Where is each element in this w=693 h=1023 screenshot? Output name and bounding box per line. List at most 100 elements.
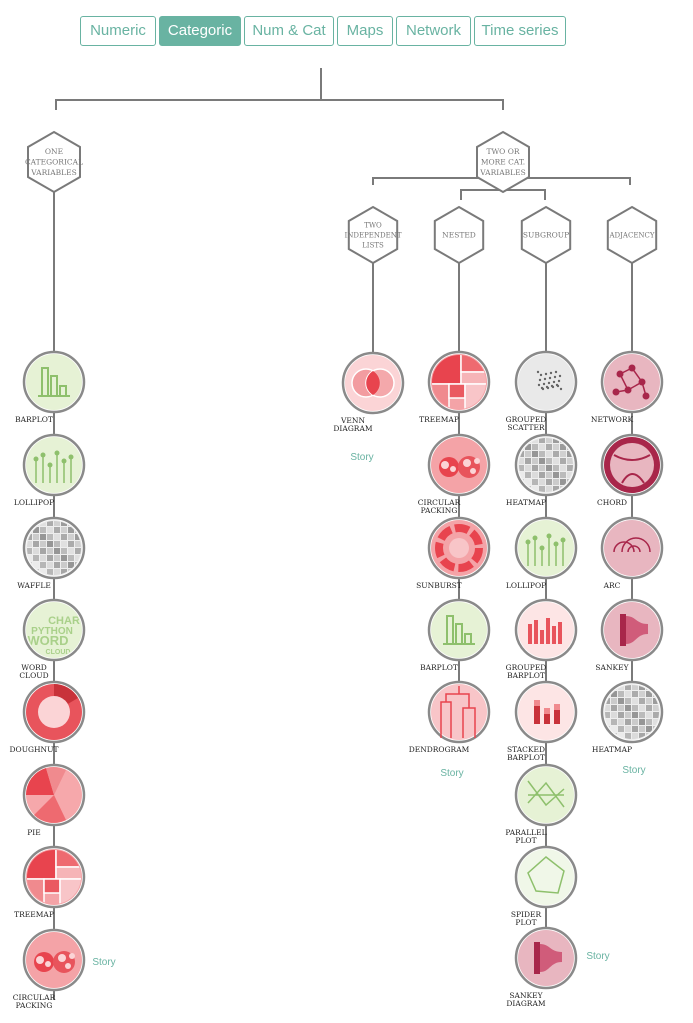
chart-label: BARPLOT <box>507 753 545 762</box>
chart-label: DIAGRAM <box>506 999 545 1008</box>
hexagon-label: NESTED <box>442 231 476 240</box>
chart-thumbnail-icon <box>345 355 401 411</box>
chart-thumbnail-icon <box>604 437 660 493</box>
chart-thumbnail-icon <box>25 767 82 823</box>
chart-type-tabs: Numeric Categoric Num & Cat Maps Network… <box>0 16 693 48</box>
chart-label: SUNBURST <box>416 581 462 590</box>
chart-label: CIRCULAR <box>13 993 56 1002</box>
chart-node-network[interactable]: NETWORK <box>591 350 664 424</box>
node-nested: NESTED <box>433 205 485 265</box>
tab-maps[interactable]: Maps <box>337 16 393 46</box>
chart-thumbnail-icon <box>431 684 487 740</box>
hexagon-label: CATEGORICAL <box>25 158 83 167</box>
svg-text:PYTHON: PYTHON <box>31 626 73 637</box>
chart-thumbnail-icon <box>604 520 660 576</box>
story-link[interactable]: Story <box>440 768 463 779</box>
chart-label: CLOUD <box>19 671 48 680</box>
chart-label: NETWORK <box>591 415 634 424</box>
chart-label: SPIDER <box>511 910 542 919</box>
chart-thumbnail-icon <box>518 602 574 658</box>
chart-label: CIRCULAR <box>418 498 461 507</box>
svg-text:WORD: WORD <box>27 633 68 648</box>
chart-node-pie[interactable]: PIE <box>22 763 86 837</box>
chart-node-barplot[interactable]: BARPLOT <box>15 350 86 424</box>
hexagon-label: INDEPENDENT <box>344 231 401 239</box>
chart-label: WAFFLE <box>17 581 51 590</box>
chart-node-lollipop[interactable]: LOLLIPOP <box>506 516 578 590</box>
chart-node-sankey[interactable]: SANKEY <box>595 598 664 672</box>
chart-thumbnail-icon <box>431 602 487 658</box>
chart-thumbnail-icon <box>431 354 487 410</box>
hexagon-label: VARIABLES <box>30 168 76 177</box>
chart-node-lollipop[interactable]: LOLLIPOP <box>14 433 86 507</box>
chart-label: HEATMAP <box>506 498 546 507</box>
chart-node-arc[interactable]: ARC <box>600 516 664 590</box>
hexagon-label: VARIABLES <box>479 168 525 177</box>
chart-thumbnail-icon <box>431 520 487 576</box>
tab-num-cat[interactable]: Num & Cat <box>244 16 334 46</box>
chart-node-dendrogram[interactable]: DENDROGRAM <box>409 680 491 754</box>
chart-thumbnail-icon <box>518 520 574 576</box>
chart-node-heatmap[interactable]: HEATMAP <box>592 680 664 754</box>
hexagon-label: SUBGROUP <box>523 231 569 240</box>
chart-thumbnail-icon <box>518 437 574 493</box>
chart-thumbnail-icon <box>604 602 660 658</box>
tab-categoric[interactable]: Categoric <box>159 16 241 46</box>
svg-text:CHAR: CHAR <box>48 615 80 627</box>
chart-label: PLOT <box>515 918 536 927</box>
chart-node-treemap[interactable]: TREEMAP <box>14 845 86 919</box>
node-two-or-more-categorical: TWO OR MORE CAT.VARIABLES <box>476 130 530 194</box>
tab-network[interactable]: Network <box>396 16 471 46</box>
chart-label: SCATTER <box>507 423 545 432</box>
chart-node-sunburst[interactable]: SUNBURST <box>416 516 491 590</box>
chart-thumbnail-icon <box>518 930 574 986</box>
chart-node-waffle[interactable]: WAFFLE <box>17 516 86 590</box>
story-link[interactable]: Story <box>622 765 645 776</box>
chart-node-treemap[interactable]: TREEMAP <box>419 350 491 424</box>
hexagon-shape <box>27 130 81 194</box>
story-link[interactable]: Story <box>92 957 115 968</box>
chart-label: GROUPED <box>506 663 547 672</box>
hexagon-label: TWO <box>364 221 382 229</box>
chart-label: PACKING <box>16 1001 53 1010</box>
story-link[interactable]: Story <box>350 452 373 463</box>
chart-thumbnail-icon <box>431 437 487 493</box>
chart-thumbnail-icon <box>26 437 82 493</box>
chart-label: GROUPED <box>506 415 547 424</box>
chart-label: BARPLOT <box>15 415 53 424</box>
chart-node-heatmap[interactable]: HEATMAP <box>506 433 578 507</box>
chart-thumbnail-icon <box>604 354 660 410</box>
hexagon-shape <box>520 205 572 265</box>
hexagon-shape <box>606 205 658 265</box>
hexagon-label: ONE <box>45 147 63 156</box>
node-two-independent-lists: TWO INDEPENDENT LISTS <box>344 205 402 265</box>
chart-label: DENDROGRAM <box>409 745 470 754</box>
tab-time-series[interactable]: Time series <box>474 16 566 46</box>
chart-thumbnail-icon <box>26 932 82 988</box>
tab-numeric[interactable]: Numeric <box>80 16 156 46</box>
chart-thumbnail-icon <box>518 849 574 905</box>
chart-node-doughnut[interactable]: DOUGHNUT <box>10 680 86 754</box>
chart-thumbnail-icon <box>26 849 82 905</box>
tree-connector <box>372 177 631 200</box>
chart-node-barplot[interactable]: BARPLOT <box>420 598 491 672</box>
chart-label: DIAGRAM <box>333 424 372 433</box>
chart-node-chord[interactable]: CHORD <box>597 433 664 507</box>
chart-label: PLOT <box>515 836 536 845</box>
story-link[interactable]: Story <box>586 951 609 962</box>
chart-label: TREEMAP <box>419 415 459 424</box>
chart-label: SANKEY <box>595 663 629 672</box>
